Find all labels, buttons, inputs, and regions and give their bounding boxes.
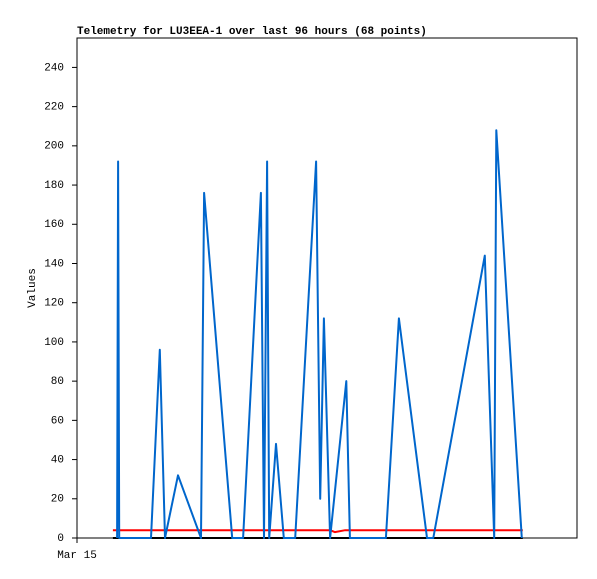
- y-tick-label: 120: [44, 298, 64, 310]
- y-tick-label: 20: [51, 494, 64, 506]
- y-tick-label: 60: [51, 415, 64, 427]
- y-tick-label: 40: [51, 454, 64, 466]
- y-axis-label: Values: [27, 268, 39, 308]
- y-tick-label: 160: [44, 219, 64, 231]
- series-line: [116, 129, 523, 539]
- y-tick-label: 200: [44, 141, 64, 153]
- y-tick-label: 180: [44, 180, 64, 192]
- y-tick-label: 80: [51, 376, 64, 388]
- y-tick-label: 240: [44, 62, 64, 74]
- chart-title: Telemetry for LU3EEA-1 over last 96 hour…: [77, 26, 427, 38]
- y-tick-label: 100: [44, 337, 64, 349]
- y-tick-label: 0: [57, 533, 64, 545]
- y-tick-label: 140: [44, 258, 64, 270]
- y-tick-label: 220: [44, 102, 64, 114]
- series-line: [112, 529, 523, 534]
- x-tick-label: Mar 15: [57, 550, 97, 562]
